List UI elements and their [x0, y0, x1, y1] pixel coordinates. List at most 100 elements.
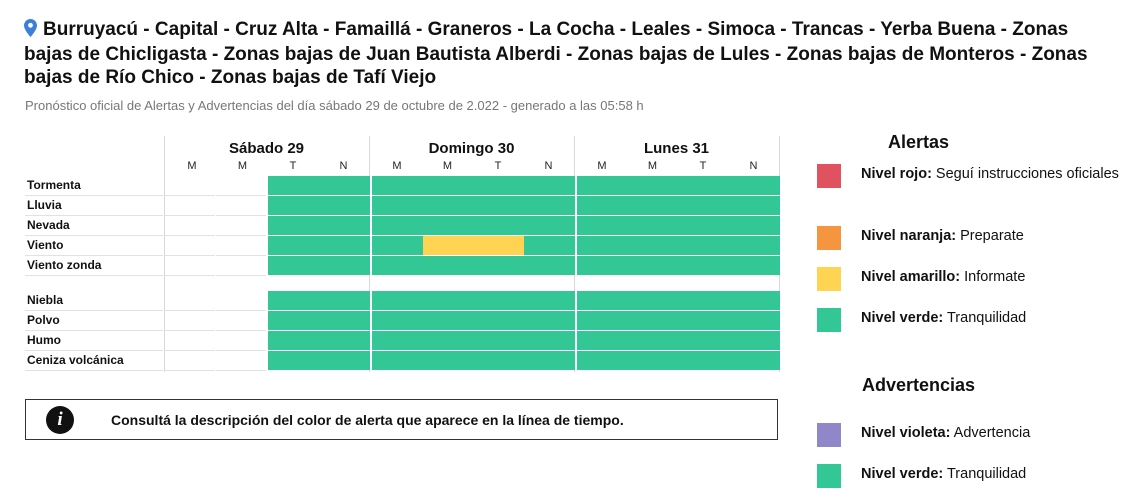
alert-cell-verde	[422, 351, 474, 370]
legend-swatch	[817, 308, 841, 332]
alert-cell-verde	[422, 216, 474, 235]
time-slot-label: N	[339, 160, 348, 172]
alert-cell-verde	[422, 176, 474, 195]
legend-swatch	[817, 423, 841, 447]
row-divider	[25, 235, 163, 236]
alert-cell-verde	[372, 311, 423, 330]
legend-desc: Preparate	[956, 228, 1024, 244]
alert-cell-verde	[268, 196, 319, 215]
alert-cell-verde	[577, 176, 628, 195]
time-slot-label: T	[699, 160, 707, 172]
alert-cell-verde	[627, 351, 679, 370]
alert-cell-verde	[523, 196, 575, 215]
empty-cell-divider	[215, 370, 266, 371]
alert-cell-verde	[473, 176, 524, 195]
row-label: Niebla	[27, 293, 64, 307]
row-label: Polvo	[27, 313, 60, 327]
title-text: Burruyacú - Capital - Cruz Alta - Famail…	[24, 19, 1088, 88]
empty-cell-divider	[165, 310, 215, 311]
alert-cell-verde	[318, 256, 370, 275]
page-title: Burruyacú - Capital - Cruz Alta - Famail…	[24, 18, 1119, 89]
legend-desc: Tranquilidad	[943, 310, 1027, 326]
legend-advertencias-title: Advertencias	[862, 375, 976, 395]
empty-cell-divider	[165, 235, 215, 236]
alert-cell-verde	[268, 311, 319, 330]
alert-cell-verde	[577, 351, 628, 370]
header: Burruyacú - Capital - Cruz Alta - Famail…	[24, 18, 1119, 89]
alert-cell-verde	[268, 291, 319, 310]
legend-level: Nivel verde:	[861, 466, 944, 482]
empty-cell-divider	[215, 235, 266, 236]
alert-cell-verde	[318, 196, 370, 215]
legend-item: Nivel verde: Tranquilidad	[861, 462, 1121, 486]
alert-cell-verde	[372, 256, 423, 275]
alert-cell-verde	[627, 256, 679, 275]
time-slot-label: M	[647, 160, 658, 172]
empty-cell-divider	[165, 255, 215, 256]
alert-cell-verde	[678, 291, 729, 310]
legend-alertas-title: Alertas	[888, 132, 950, 152]
alert-cell-verde	[473, 291, 524, 310]
empty-cell-divider	[215, 195, 266, 196]
alert-cell-verde	[523, 351, 575, 370]
legend-desc: Advertencia	[950, 425, 1031, 441]
legend-item: Nivel naranja: Preparate	[861, 224, 1121, 248]
empty-cell-divider	[165, 350, 215, 351]
row-divider	[25, 310, 163, 311]
day-separator	[779, 136, 780, 372]
alert-cell-verde	[268, 351, 319, 370]
alert-cell-verde	[678, 176, 729, 195]
row-label: Nevada	[27, 218, 70, 232]
alert-cell-verde	[318, 236, 370, 255]
row-label: Tormenta	[27, 178, 81, 192]
day-separator	[164, 136, 165, 372]
alert-cell-verde	[473, 256, 524, 275]
alert-cell-verde	[627, 331, 679, 350]
alert-cell-verde	[627, 196, 679, 215]
alert-cell-verde	[627, 236, 679, 255]
alert-cell-verde	[268, 216, 319, 235]
alert-cell-verde	[523, 176, 575, 195]
legend-swatch	[817, 267, 841, 291]
alert-cell-verde	[473, 311, 524, 330]
alert-cell-verde	[268, 256, 319, 275]
legend-swatch	[817, 164, 841, 188]
alert-cell-verde	[728, 331, 780, 350]
alert-cell-verde	[523, 291, 575, 310]
time-slot-label: M	[597, 160, 607, 172]
legend-swatch	[817, 464, 841, 488]
notice-box: i Consultá la descripción del color de a…	[25, 399, 778, 440]
alert-cell-verde	[268, 236, 319, 255]
alert-cell-amarillo	[422, 236, 474, 255]
day-header: Lunes 31	[643, 140, 710, 157]
info-icon: i	[46, 406, 74, 434]
alert-cell-verde	[422, 291, 474, 310]
notice-text: Consultá la descripción del color de ale…	[111, 412, 624, 428]
alert-cell-verde	[372, 331, 423, 350]
alert-cell-verde	[318, 176, 370, 195]
alert-cell-verde	[728, 291, 780, 310]
alert-cell-verde	[372, 351, 423, 370]
alert-cell-verde	[473, 351, 524, 370]
alert-cell-verde	[577, 196, 628, 215]
alert-cell-verde	[422, 331, 474, 350]
alert-cell-verde	[372, 216, 423, 235]
time-slot-label: T	[289, 160, 297, 172]
alert-cell-verde	[577, 311, 628, 330]
legend-desc: Seguí instrucciones oficiales	[931, 166, 1119, 182]
alert-cell-verde	[523, 216, 575, 235]
empty-cell-divider	[165, 275, 215, 276]
alert-cell-verde	[523, 236, 575, 255]
alert-cell-verde	[678, 256, 729, 275]
alert-cell-verde	[422, 256, 474, 275]
alert-cell-verde	[318, 291, 370, 310]
subtitle: Pronóstico oficial de Alertas y Adverten…	[25, 98, 644, 113]
row-label: Viento zonda	[27, 258, 102, 272]
alert-cell-verde	[523, 256, 575, 275]
empty-cell-divider	[215, 350, 266, 351]
alert-cell-verde	[627, 291, 679, 310]
location-pin-icon	[24, 19, 37, 43]
empty-cell-divider	[215, 330, 266, 331]
alert-cell-verde	[523, 311, 575, 330]
alert-cell-verde	[372, 291, 423, 310]
